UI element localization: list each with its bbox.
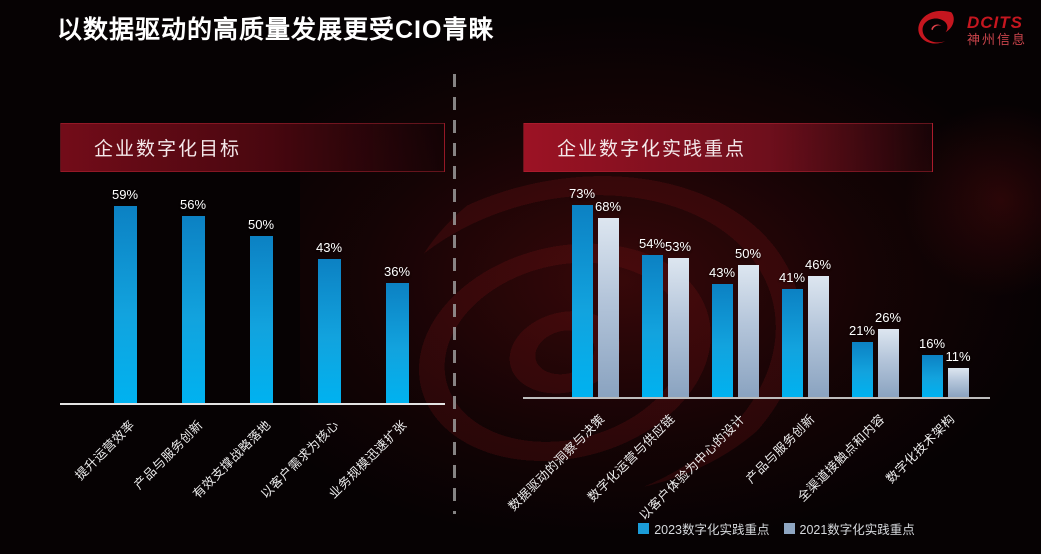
value-label: 46%	[804, 257, 832, 272]
bar-series0-cat1	[641, 255, 663, 397]
legend-swatch-2021-icon	[783, 523, 795, 534]
chart-practices-legend: 2023数字化实践重点 2021数字化实践重点	[523, 519, 990, 538]
legend-label-2021: 2021数字化实践重点	[799, 523, 915, 537]
chart-practices-title-banner: 企业数字化实践重点	[523, 123, 933, 172]
category-label: 提升运营效率	[72, 417, 138, 483]
logo-text: DCITS 神州信息	[966, 13, 1027, 47]
chart-goals-panel: 企业数字化目标 59% 56% 50% 43% 36% 提升运营效率 产品与服务创新 有效支…	[60, 123, 445, 543]
bar-series1-cat5	[947, 368, 969, 397]
bar-cat0	[113, 206, 137, 403]
value-label: 59%	[111, 187, 139, 202]
company-logo: DCITS 神州信息	[914, 8, 1027, 53]
bar-series0-cat3	[781, 289, 803, 397]
chart-goals-title: 企业数字化目标	[94, 139, 242, 160]
value-label: 36%	[383, 264, 411, 279]
bar-series1-cat2	[737, 265, 759, 397]
bar-cat3	[317, 259, 341, 403]
bar-cat2	[249, 236, 273, 403]
chart-practices-panel: 企业数字化实践重点 73% 68% 54% 53% 43% 50% 41% 46% 21% 26%…	[506, 123, 990, 543]
value-label: 16%	[918, 336, 946, 351]
bar-series1-cat1	[667, 258, 689, 397]
category-label: 产品与服务创新	[131, 417, 206, 493]
legend-label-2023: 2023数字化实践重点	[654, 523, 770, 537]
category-label: 有效支撑战略落地	[190, 417, 274, 502]
value-label: 43%	[315, 240, 343, 255]
bar-series0-cat4	[851, 342, 873, 397]
legend-item-2023: 2023数字化实践重点	[638, 519, 770, 538]
logo-swirl-icon	[914, 8, 960, 53]
legend-swatch-2023-icon	[638, 523, 650, 534]
value-label: 73%	[568, 186, 596, 201]
bar-series0-cat0	[571, 205, 593, 397]
bar-series1-cat3	[807, 276, 829, 397]
value-label: 11%	[945, 349, 971, 364]
bar-series1-cat4	[877, 329, 899, 397]
category-label: 以客户需求为核心	[258, 417, 342, 502]
value-label: 53%	[664, 239, 692, 254]
bar-series1-cat0	[597, 218, 619, 397]
value-label: 21%	[848, 323, 876, 338]
logo-brand: DCITS	[966, 13, 1023, 32]
page-title: 以数据驱动的高质量发展更受CIO青睐	[57, 16, 495, 44]
value-label: 26%	[874, 310, 902, 325]
value-label: 43%	[708, 265, 736, 280]
chart-goals-plot: 59% 56% 50% 43% 36%	[60, 183, 445, 405]
legend-item-2021: 2021数字化实践重点	[783, 519, 915, 538]
dashed-divider	[453, 74, 456, 514]
value-label: 54%	[638, 236, 666, 251]
logo-company-name: 神州信息	[966, 31, 1027, 47]
bar-cat1	[181, 216, 205, 403]
value-label: 50%	[734, 246, 762, 261]
bar-series0-cat2	[711, 284, 733, 397]
chart-practices-title: 企业数字化实践重点	[557, 139, 747, 160]
chart-practices-plot: 73% 68% 54% 53% 43% 50% 41% 46% 21% 26% 16% 11%	[523, 183, 990, 399]
value-label: 56%	[179, 197, 207, 212]
category-label: 业务规模迅速扩张	[326, 417, 410, 502]
value-label: 41%	[778, 270, 806, 285]
value-label: 68%	[594, 199, 622, 214]
bar-cat4	[385, 283, 409, 403]
chart-goals-title-banner: 企业数字化目标	[60, 123, 445, 172]
value-label: 50%	[247, 217, 275, 232]
bar-series0-cat5	[921, 355, 943, 397]
